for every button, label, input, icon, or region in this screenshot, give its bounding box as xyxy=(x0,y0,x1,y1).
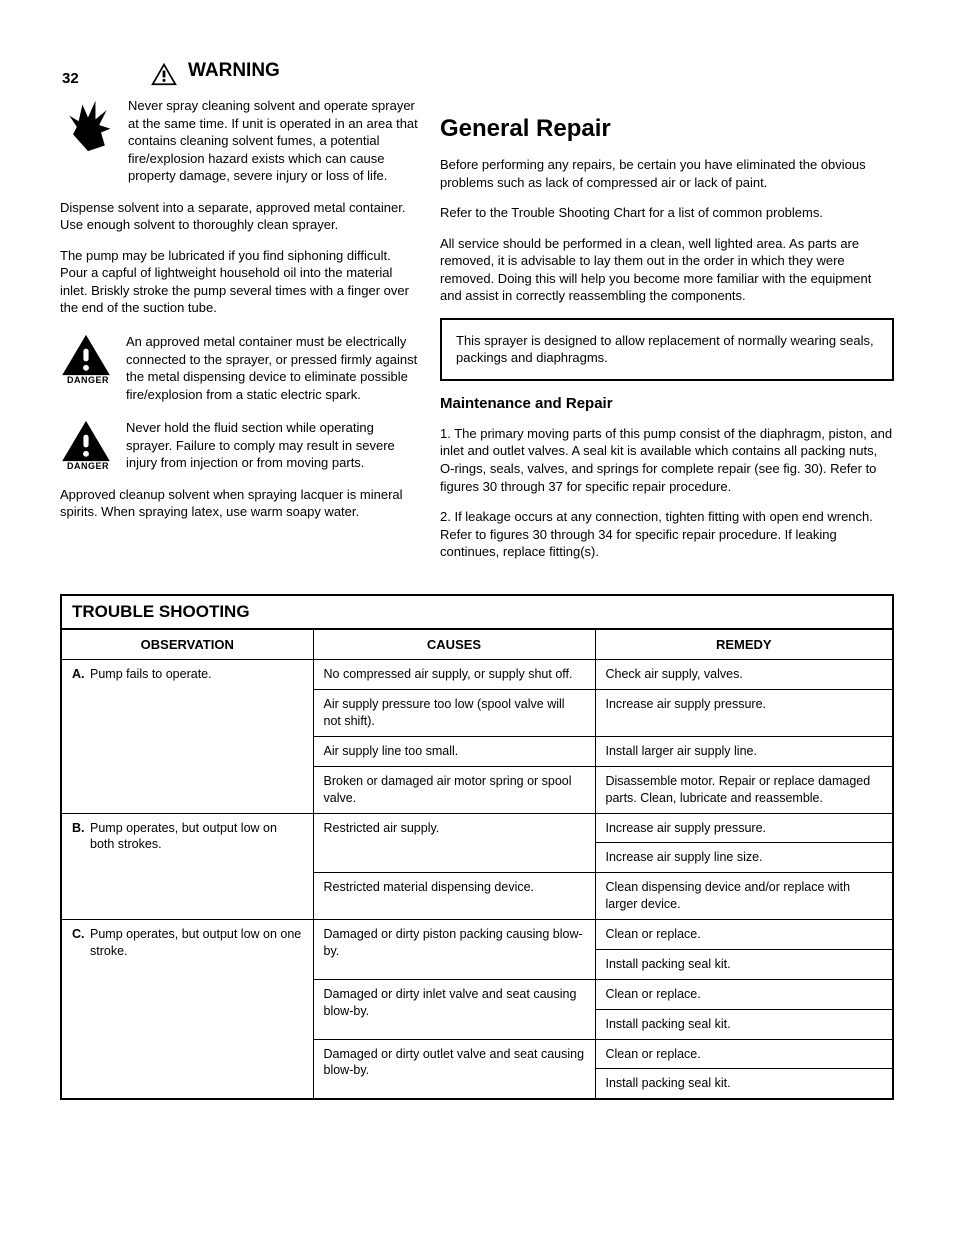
obs-letter: B. xyxy=(72,820,90,837)
table-row: B. Pump operates, but output low on both… xyxy=(61,813,893,843)
left-para-2: The pump may be lubricated if you find s… xyxy=(60,247,420,317)
remedy-cell: Increase air supply pressure. xyxy=(595,690,893,737)
maintenance-heading: Maintenance and Repair xyxy=(440,395,894,412)
cause-cell: Damaged or dirty outlet valve and seat c… xyxy=(313,1039,595,1099)
left-column: Never spray cleaning solvent and operate… xyxy=(60,97,440,574)
remedy-cell: Disassemble motor. Repair or replace dam… xyxy=(595,766,893,813)
cause-cell: Restricted air supply. xyxy=(313,813,595,873)
explosion-warning-text: Never spray cleaning solvent and operate… xyxy=(128,97,420,185)
danger-label: DANGER xyxy=(60,375,116,385)
warning-word: WARNING xyxy=(188,60,280,82)
danger-block-2: DANGER Never hold the fluid section whil… xyxy=(60,419,420,472)
right-para-1: Before performing any repairs, be certai… xyxy=(440,156,894,191)
danger-icon: DANGER xyxy=(60,333,116,385)
obs-cell: B. Pump operates, but output low on both… xyxy=(61,813,313,920)
explosion-icon xyxy=(60,97,120,158)
cause-cell: Air supply line too small. xyxy=(313,736,595,766)
remedy-cell: Install packing seal kit. xyxy=(595,1069,893,1099)
remedy-cell: Install packing seal kit. xyxy=(595,1009,893,1039)
cause-cell: Restricted material dispensing device. xyxy=(313,873,595,920)
remedy-cell: Clean or replace. xyxy=(595,979,893,1009)
remedy-cell: Install packing seal kit. xyxy=(595,949,893,979)
right-column: General Repair Before performing any rep… xyxy=(440,97,894,574)
cause-cell: Damaged or dirty piston packing causing … xyxy=(313,920,595,980)
troubleshooting-table-wrap: TROUBLE SHOOTING OBSERVATION CAUSES REME… xyxy=(60,594,894,1101)
maint-para-2: 2. If leakage occurs at any connection, … xyxy=(440,508,894,561)
cause-cell: Broken or damaged air motor spring or sp… xyxy=(313,766,595,813)
th-observation: OBSERVATION xyxy=(61,629,313,660)
remedy-cell: Clean dispensing device and/or replace w… xyxy=(595,873,893,920)
obs-text: Pump operates, but output low on one str… xyxy=(90,926,303,960)
page-number: 32 xyxy=(62,70,79,87)
danger-block-1: DANGER An approved metal container must … xyxy=(60,333,420,403)
cause-cell: Damaged or dirty inlet valve and seat ca… xyxy=(313,979,595,1039)
table-row: C. Pump operates, but output low on one … xyxy=(61,920,893,950)
table-header-row: OBSERVATION CAUSES REMEDY xyxy=(61,629,893,660)
remedy-cell: Check air supply, valves. xyxy=(595,660,893,690)
obs-cell: A. Pump fails to operate. xyxy=(61,660,313,813)
general-repair-heading: General Repair xyxy=(440,115,894,143)
remedy-cell: Clean or replace. xyxy=(595,920,893,950)
obs-cell: C. Pump operates, but output low on one … xyxy=(61,920,313,1100)
troubleshooting-table: OBSERVATION CAUSES REMEDY A. Pump fails … xyxy=(60,628,894,1101)
cause-cell: No compressed air supply, or supply shut… xyxy=(313,660,595,690)
th-causes: CAUSES xyxy=(313,629,595,660)
danger-text-2: Never hold the fluid section while opera… xyxy=(126,419,420,472)
obs-letter: C. xyxy=(72,926,90,943)
remedy-cell: Clean or replace. xyxy=(595,1039,893,1069)
warning-header: WARNING xyxy=(150,60,894,91)
table-title: TROUBLE SHOOTING xyxy=(60,594,894,628)
remedy-cell: Increase air supply line size. xyxy=(595,843,893,873)
framed-note-box: This sprayer is designed to allow replac… xyxy=(440,318,894,381)
obs-letter: A. xyxy=(72,666,90,683)
danger-label: DANGER xyxy=(60,461,116,471)
remedy-cell: Install larger air supply line. xyxy=(595,736,893,766)
obs-text: Pump fails to operate. xyxy=(90,666,303,683)
cause-cell: Air supply pressure too low (spool valve… xyxy=(313,690,595,737)
table-row: A. Pump fails to operate. No compressed … xyxy=(61,660,893,690)
remedy-cell: Increase air supply pressure. xyxy=(595,813,893,843)
right-para-2: Refer to the Trouble Shooting Chart for … xyxy=(440,204,894,222)
danger-text-1: An approved metal container must be elec… xyxy=(126,333,420,403)
approved-solvent-text: Approved cleanup solvent when spraying l… xyxy=(60,486,420,521)
left-para-1: Dispense solvent into a separate, approv… xyxy=(60,199,420,234)
warning-triangle-icon xyxy=(150,62,180,91)
danger-icon: DANGER xyxy=(60,419,116,471)
obs-text: Pump operates, but output low on both st… xyxy=(90,820,303,854)
th-remedy: REMEDY xyxy=(595,629,893,660)
right-para-3: All service should be performed in a cle… xyxy=(440,235,894,305)
maint-para-1: 1. The primary moving parts of this pump… xyxy=(440,425,894,495)
